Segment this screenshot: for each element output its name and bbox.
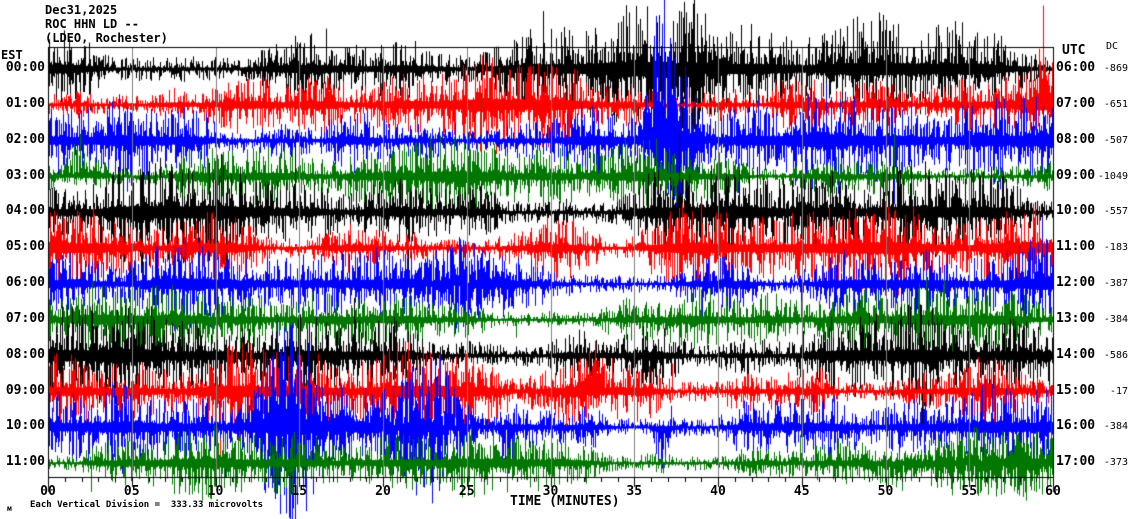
dc-value: -384 <box>1103 313 1128 325</box>
dc-value: -183 <box>1103 242 1128 254</box>
est-hour-label: 00:00 <box>5 60 45 75</box>
x-tick-label: 40 <box>710 484 726 499</box>
utc-hour-label: 14:00 <box>1056 346 1096 362</box>
est-hour-label: 02:00 <box>5 131 45 147</box>
dc-value: -373 <box>1103 457 1128 469</box>
x-tick-label: 35 <box>626 484 643 499</box>
utc-hour-label: 13:00 <box>1056 310 1096 326</box>
scale-note: Each Vertical Division = 333.33 microvol… <box>30 500 263 510</box>
x-tick-label: 60 <box>1045 484 1061 499</box>
dc-value: -387 <box>1103 278 1128 289</box>
dc-value: -507 <box>1103 134 1128 146</box>
est-hour-label: 07:00 <box>5 310 45 326</box>
x-tick-label: 00 <box>40 484 56 499</box>
x-tick-label: 25 <box>458 484 475 499</box>
network-label: (LDEO, Rochester) <box>45 31 168 45</box>
dc-value: -869 <box>1103 63 1128 74</box>
utc-hour-label: 11:00 <box>1056 239 1096 255</box>
x-axis-title: TIME (MINUTES) <box>510 494 620 509</box>
dc-value: -557 <box>1103 206 1128 218</box>
est-hour-label: 05:00 <box>5 239 45 255</box>
utc-hour-label: 08:00 <box>1056 131 1096 147</box>
x-tick-label: 10 <box>207 484 224 499</box>
dc-header-label: DC <box>1106 41 1119 52</box>
x-tick-label: 55 <box>961 484 978 499</box>
utc-hour-label: 12:00 <box>1056 275 1096 290</box>
utc-hour-label: 10:00 <box>1056 203 1096 219</box>
dc-value: -17 <box>1109 385 1128 397</box>
x-tick-label: 30 <box>542 484 559 499</box>
station-label: ROC HHN LD -- <box>45 17 139 31</box>
x-tick-label: 45 <box>793 484 810 499</box>
utc-hour-label: 06:00 <box>1056 60 1096 75</box>
dc-value: -1049 <box>1097 170 1128 182</box>
x-tick-label: 15 <box>291 484 308 499</box>
est-hour-label: 09:00 <box>5 382 45 398</box>
est-hour-label: 01:00 <box>5 95 45 111</box>
est-hour-label: 06:00 <box>5 275 45 290</box>
utc-hour-label: 09:00 <box>1056 167 1096 183</box>
x-tick-label: 05 <box>123 484 140 499</box>
utc-hour-label: 17:00 <box>1056 454 1096 470</box>
est-hour-label: 11:00 <box>5 454 45 470</box>
utc-hour-label: 15:00 <box>1056 382 1096 398</box>
est-hour-label: 10:00 <box>5 418 45 434</box>
x-tick-label: 20 <box>375 484 391 499</box>
x-tick-label: 50 <box>877 484 894 499</box>
dc-value: -586 <box>1103 349 1128 361</box>
est-hour-label: 03:00 <box>5 167 45 183</box>
utc-hour-label: 16:00 <box>1056 418 1096 434</box>
dc-value: -651 <box>1103 98 1128 110</box>
corner-glyph: м <box>7 504 12 513</box>
est-hour-label: 08:00 <box>5 346 45 362</box>
right-timezone-label: UTC <box>1062 43 1086 58</box>
dc-value: -384 <box>1103 421 1128 433</box>
utc-hour-label: 07:00 <box>1056 95 1096 111</box>
left-timezone-label: EST <box>1 48 23 62</box>
date-label: Dec31,2025 <box>45 3 118 17</box>
est-hour-label: 04:00 <box>5 203 45 219</box>
